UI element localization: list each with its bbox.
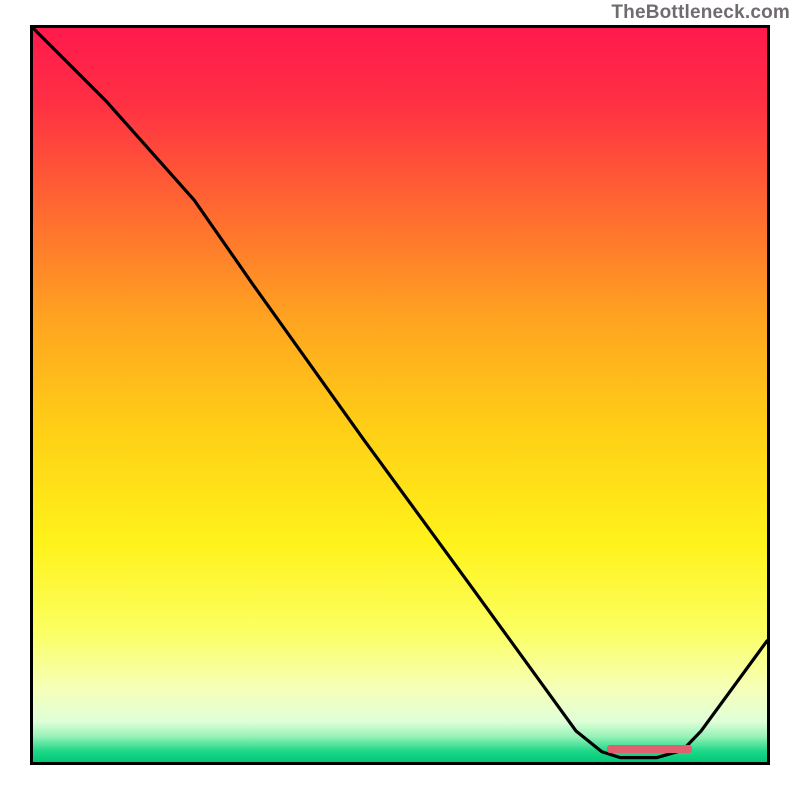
watermark-text: TheBottleneck.com	[611, 2, 790, 24]
bottleneck-chart	[30, 25, 770, 765]
optimal-range-marker	[607, 745, 692, 753]
bottleneck-curve	[33, 28, 767, 762]
